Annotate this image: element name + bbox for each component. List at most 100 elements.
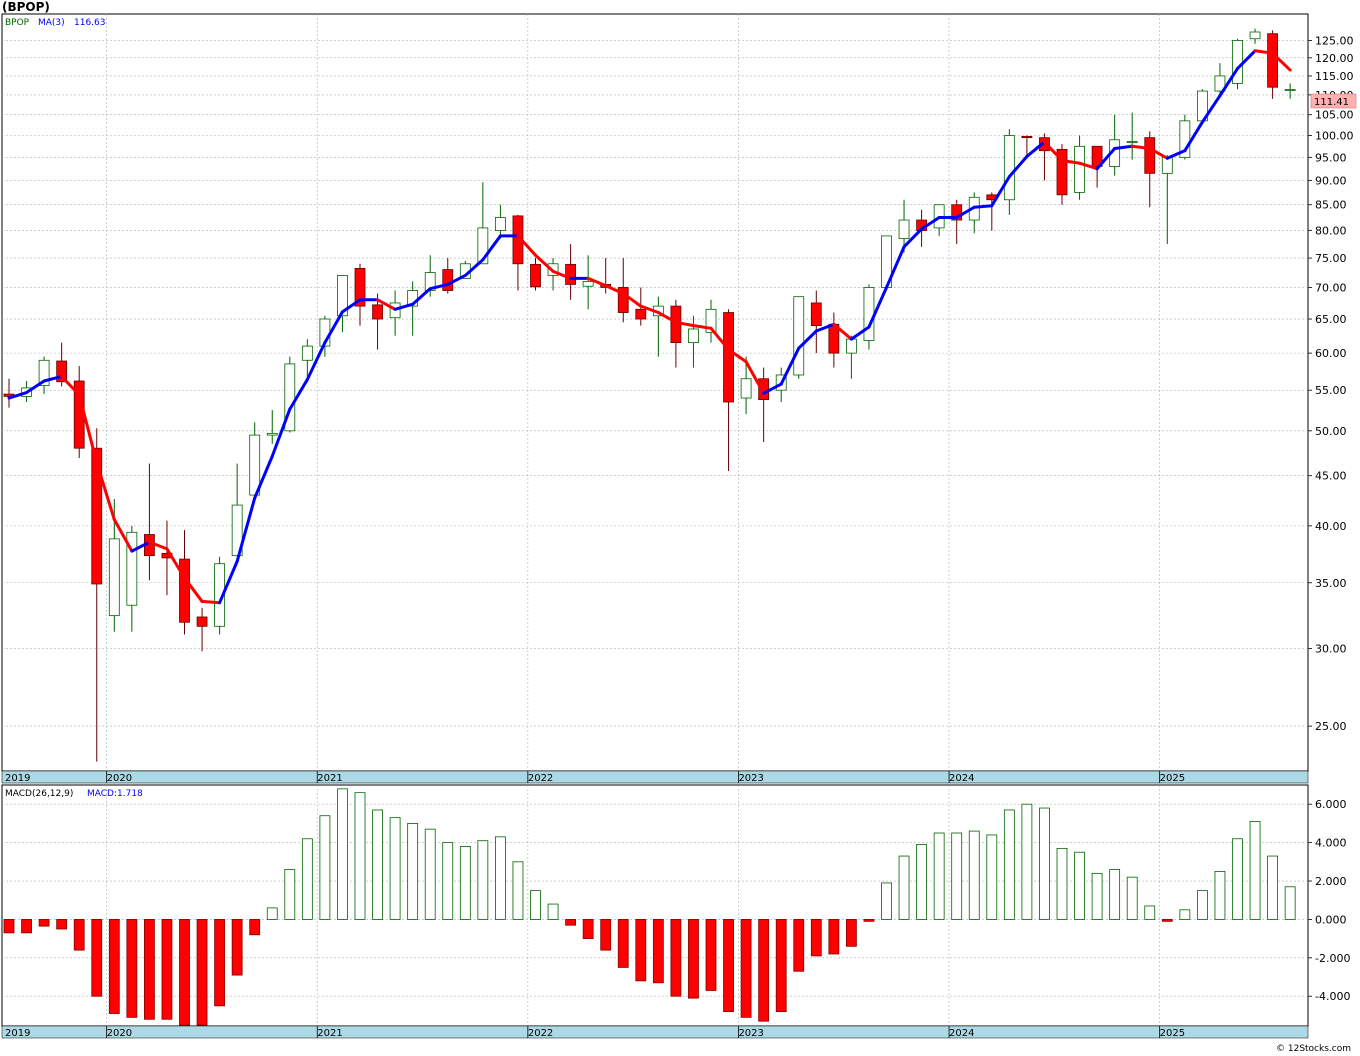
- macd-axis: -4.000 -2.000 0.000 2.000 4.000 6.000: [1308, 798, 1350, 1003]
- year-label: 2023: [738, 1028, 763, 1039]
- candle-body: [846, 338, 857, 354]
- candle: [723, 309, 734, 471]
- macd-bar: [1232, 838, 1243, 920]
- macd-bar: [828, 919, 840, 955]
- candle: [477, 182, 489, 265]
- macd-bar: [933, 832, 945, 920]
- candle: [196, 607, 208, 652]
- candle: [617, 258, 629, 323]
- ma-segment: [674, 320, 695, 328]
- macd-bar: [372, 809, 383, 920]
- candle-body: [1179, 120, 1191, 158]
- ma-segment: [1078, 161, 1099, 171]
- candle: [1144, 131, 1156, 208]
- macd-bar: [284, 869, 296, 920]
- ma-segment: [744, 360, 766, 395]
- candle: [793, 296, 805, 379]
- candle-body: [284, 363, 296, 432]
- ma-segment: [95, 461, 116, 522]
- candle-body: [179, 558, 190, 623]
- candle: [301, 339, 313, 383]
- candle-body: [1232, 40, 1243, 84]
- macd-bar: [249, 919, 261, 936]
- candle-body: [196, 616, 208, 627]
- candle-body: [126, 531, 138, 606]
- macd-bar: [1126, 876, 1138, 920]
- ma-segment: [200, 599, 222, 605]
- ma-segment: [428, 282, 450, 291]
- macd-bar: [775, 919, 787, 1012]
- legend-symbol: BPOP: [5, 18, 30, 28]
- macd-bar: [740, 919, 752, 1018]
- macd-bar: [442, 842, 454, 920]
- ma-segment: [7, 391, 29, 400]
- ma-segment: [235, 496, 257, 563]
- candle-body: [214, 563, 226, 627]
- macd-bar: [126, 919, 138, 1018]
- candle: [898, 199, 910, 253]
- macd-bar: [161, 919, 173, 1020]
- candle-body: [1284, 89, 1296, 91]
- macd-bar: [968, 830, 980, 920]
- ma-segment: [1253, 49, 1275, 55]
- price-badge-text: 111.41: [1314, 97, 1349, 108]
- candle: [266, 410, 278, 444]
- price-tick-label: 55.00: [1315, 384, 1347, 397]
- macd-bar: [758, 919, 770, 1022]
- price-tick-label: 60.00: [1315, 347, 1347, 360]
- price-badge-box: [1310, 93, 1357, 109]
- year-label: 2021: [317, 1028, 342, 1039]
- price-tick-label: 105.00: [1315, 109, 1354, 122]
- candle-body: [1021, 135, 1033, 139]
- macd-tick-label: -4.000: [1315, 990, 1350, 1003]
- macd-bar: [881, 882, 892, 920]
- macd-bar: [389, 817, 401, 920]
- candle: [91, 428, 103, 762]
- ma-segment: [130, 540, 151, 553]
- year-label: 2019: [5, 773, 30, 784]
- price-tick-label: 30.00: [1315, 642, 1347, 655]
- macd-bar: [863, 919, 875, 922]
- macd-bar: [512, 861, 524, 920]
- macd-bar: [1144, 905, 1156, 920]
- macd-bar: [1074, 851, 1085, 920]
- price-tick-label: 70.00: [1315, 281, 1347, 294]
- macd-legend: MACD(26,12,9) MACD:1.718: [5, 789, 143, 799]
- ma-segment: [305, 341, 327, 381]
- macd-bar: [723, 919, 734, 1012]
- ma-segment: [551, 269, 573, 280]
- macd-bar: [231, 919, 243, 976]
- ma-segment: [621, 292, 643, 308]
- macd-bar: [1021, 803, 1033, 920]
- macd-bar: [354, 792, 366, 920]
- macd-bar: [301, 838, 313, 920]
- macd-legend-value: MACD:1.718: [87, 789, 143, 799]
- macd-bar: [846, 919, 857, 947]
- macd-bar: [688, 919, 699, 999]
- ma-segment: [1165, 149, 1187, 160]
- price-tick-label: 80.00: [1315, 225, 1347, 238]
- ma-segment: [463, 258, 485, 277]
- macd-bar: [91, 919, 103, 997]
- candle: [179, 530, 190, 635]
- candle: [1249, 28, 1261, 44]
- ma-segment: [1130, 144, 1152, 150]
- macd-bar: [951, 832, 963, 920]
- candle-body: [1056, 148, 1068, 196]
- macd-bar: [1161, 919, 1173, 922]
- macd-bar: [494, 836, 506, 920]
- year-label: 2020: [107, 773, 132, 784]
- candle-body: [108, 538, 120, 617]
- price-tick-label: 40.00: [1315, 520, 1347, 533]
- price-tick-label: 50.00: [1315, 425, 1347, 438]
- candle-body: [1161, 156, 1173, 174]
- price-tick-label: 75.00: [1315, 252, 1347, 265]
- macd-bar: [337, 788, 348, 920]
- ma-segment: [42, 374, 64, 383]
- ma-segment: [1113, 144, 1134, 150]
- macd-bar: [810, 919, 822, 957]
- macd-bar: [635, 919, 647, 982]
- candle: [1003, 129, 1015, 215]
- ma-segment: [393, 302, 415, 311]
- macd-bar: [21, 919, 32, 934]
